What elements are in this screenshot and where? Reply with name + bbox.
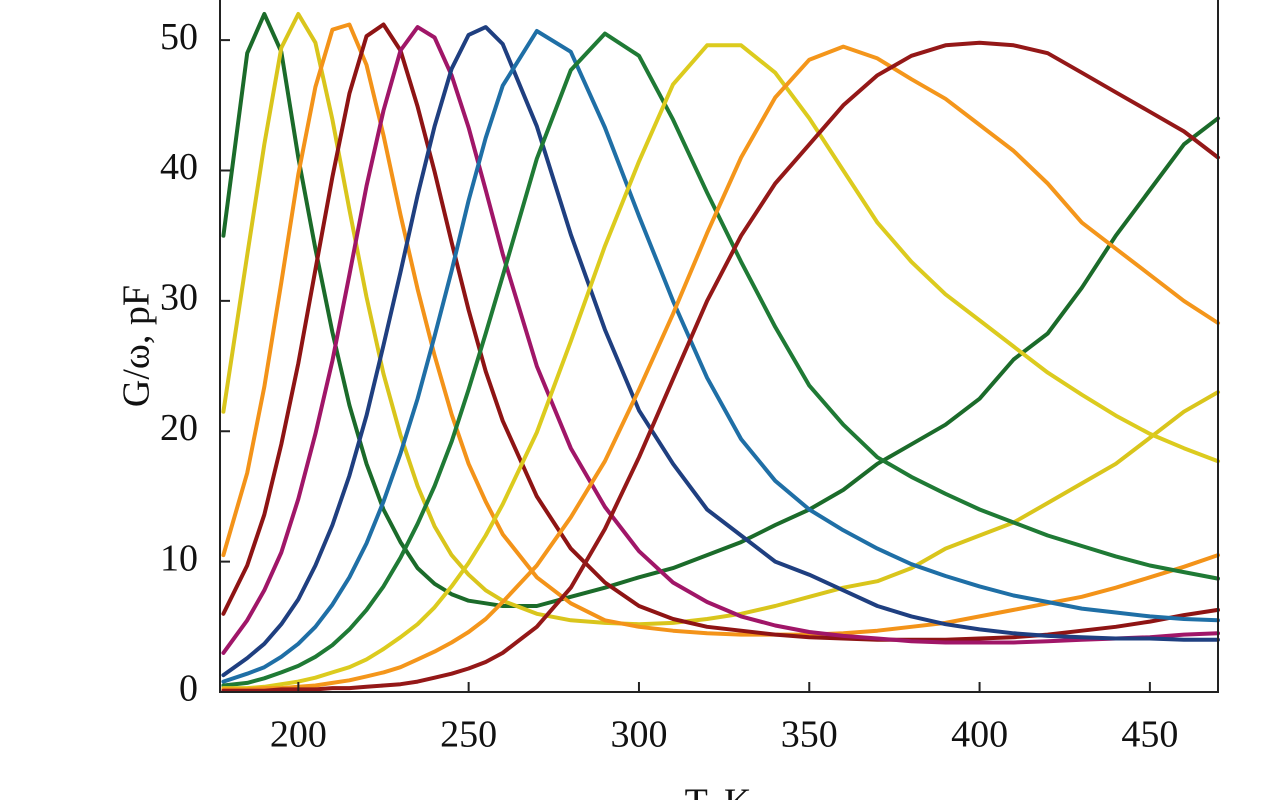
y-tick-label: 40 [160,146,198,188]
y-tick-label: 0 [179,668,198,710]
x-tick-label: 400 [951,714,1008,756]
curve [221,22,1220,642]
axis-frame [219,0,1219,693]
y-tick-label: 10 [160,537,198,579]
x-tick-label: 200 [270,714,327,756]
x-axis-label: T, K [685,782,752,800]
curve [221,22,1220,637]
curve [221,25,1220,678]
x-tick-label: 450 [1121,714,1178,756]
y-axis-label: G/ω, pF [116,285,158,407]
curve [221,40,1220,693]
curve [221,29,1220,684]
curve [221,31,1220,688]
curve [221,12,1220,608]
curve [221,12,1220,627]
y-tick-label: 20 [160,407,198,449]
x-tick-label: 350 [781,714,838,756]
y-tick-label: 50 [160,16,198,58]
curve [221,25,1220,655]
y-tick-label: 30 [160,277,198,319]
x-tick-label: 250 [440,714,497,756]
curve [221,43,1220,691]
curve [221,44,1220,692]
x-tick-label: 300 [610,714,667,756]
